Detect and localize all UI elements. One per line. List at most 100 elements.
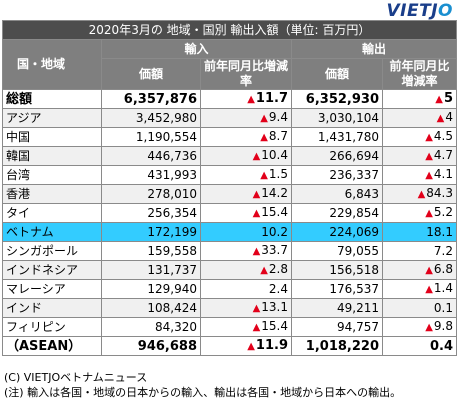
increase-triangle-icon: ▲ bbox=[252, 246, 261, 257]
export-change: ▲5.2 bbox=[382, 203, 457, 223]
import-value: 446,736 bbox=[101, 146, 201, 166]
export-change-text: 9.8 bbox=[433, 319, 453, 333]
increase-triangle-icon: ▲ bbox=[425, 208, 433, 219]
export-value-text: 94,757 bbox=[337, 319, 379, 334]
export-yoy-header: 前年同月比増減率 bbox=[382, 58, 457, 90]
export-change-text: 7.2 bbox=[433, 243, 453, 258]
region-name: 中国 bbox=[2, 127, 102, 147]
import-value-text: 431,993 bbox=[147, 167, 197, 182]
import-value-text: 256,354 bbox=[147, 205, 197, 220]
increase-triangle-icon: ▲ bbox=[425, 284, 433, 295]
region-name: インド bbox=[2, 298, 102, 318]
import-change-text: 2.4 bbox=[268, 281, 288, 296]
export-value-text: 79,055 bbox=[337, 243, 379, 258]
export-value: 79,055 bbox=[291, 241, 383, 261]
export-change: ▲4.5 bbox=[382, 127, 457, 147]
table-row: マレーシア 129,940 2.4 176,537 ▲1.4 bbox=[2, 279, 457, 299]
region-name: アジア bbox=[2, 108, 102, 128]
import-change: ▲11.9 bbox=[200, 336, 292, 356]
increase-triangle-icon: ▲ bbox=[425, 265, 433, 276]
export-value: 94,757 bbox=[291, 317, 383, 337]
import-value-text: 129,940 bbox=[147, 281, 197, 296]
export-change: ▲4.7 bbox=[382, 146, 457, 166]
footnote: (注) 輸入は各国・地域の日本からの輸入、輸出は各国・地域から日本への輸出。 bbox=[4, 386, 402, 399]
region-name: 総額 bbox=[2, 89, 102, 109]
copyright-note: (C) VIETJOベトナムニュース bbox=[4, 371, 148, 384]
export-change: ▲1.4 bbox=[382, 279, 457, 299]
export-change: ▲6.8 bbox=[382, 260, 457, 280]
import-value: 84,320 bbox=[101, 317, 201, 337]
region-name-text: マレーシア bbox=[6, 281, 66, 296]
export-value: 3,030,104 bbox=[291, 108, 383, 128]
import-change: ▲11.7 bbox=[200, 89, 292, 109]
import-change-text: 1.5 bbox=[268, 167, 288, 181]
export-value-text: 229,854 bbox=[329, 205, 379, 220]
export-header: 輸出 bbox=[291, 39, 457, 59]
import-value: 1,190,554 bbox=[101, 127, 201, 147]
export-change: ▲84.3 bbox=[382, 184, 457, 204]
import-value: 3,452,980 bbox=[101, 108, 201, 128]
import-yoy-header: 前年同月比増減率 bbox=[200, 58, 292, 90]
region-name-text: アジア bbox=[6, 110, 42, 125]
import-value-header: 価額 bbox=[101, 58, 201, 90]
export-change: 0.4 bbox=[382, 336, 457, 356]
logo-text: VIETJO bbox=[386, 1, 453, 21]
import-value: 278,010 bbox=[101, 184, 201, 204]
import-change: 2.4 bbox=[200, 279, 292, 299]
region-name: フィリピン bbox=[2, 317, 102, 337]
export-change: 18.1 bbox=[382, 222, 457, 242]
export-change-text: 6.8 bbox=[433, 262, 453, 276]
import-value: 159,558 bbox=[101, 241, 201, 261]
import-change-text: 33.7 bbox=[261, 243, 288, 257]
import-value-text: 108,424 bbox=[147, 300, 197, 315]
export-value: 1,431,780 bbox=[291, 127, 383, 147]
region-name: インドネシア bbox=[2, 260, 102, 280]
import-change-text: 9.4 bbox=[268, 110, 288, 124]
import-value: 108,424 bbox=[101, 298, 201, 318]
export-value-text: 176,537 bbox=[329, 281, 379, 296]
export-value-text: 156,518 bbox=[329, 262, 379, 277]
region-name-text: ベトナム bbox=[6, 224, 54, 239]
export-change-text: 1.4 bbox=[433, 281, 453, 295]
import-change-text: 8.7 bbox=[268, 129, 288, 143]
increase-triangle-icon: ▲ bbox=[252, 322, 261, 333]
import-value-text: 278,010 bbox=[147, 186, 197, 201]
region-name-text: 中国 bbox=[6, 129, 31, 144]
import-change-text: 10.2 bbox=[261, 224, 288, 239]
table-title-row: 2020年3月の 地域・国別 輸出入額（単位: 百万円） bbox=[2, 20, 457, 40]
increase-triangle-icon: ▲ bbox=[252, 151, 261, 162]
import-change-text: 10.4 bbox=[261, 148, 288, 162]
export-value-text: 6,352,930 bbox=[305, 91, 379, 107]
region-header: 国・地域 bbox=[2, 39, 102, 90]
table-row: フィリピン 84,320 ▲15.4 94,757 ▲9.8 bbox=[2, 317, 457, 337]
export-value-text: 1,431,780 bbox=[317, 129, 379, 144]
table-row: （ASEAN） 946,688 ▲11.9 1,018,220 0.4 bbox=[2, 336, 457, 356]
region-name-text: 総額 bbox=[6, 91, 33, 107]
import-change: ▲14.2 bbox=[200, 184, 292, 204]
increase-triangle-icon: ▲ bbox=[425, 170, 433, 181]
export-value-text: 3,030,104 bbox=[317, 110, 379, 125]
export-value: 266,694 bbox=[291, 146, 383, 166]
export-change-text: 5 bbox=[443, 91, 453, 106]
import-change: 10.2 bbox=[200, 222, 292, 242]
import-value-text: 446,736 bbox=[147, 148, 197, 163]
export-value: 176,537 bbox=[291, 279, 383, 299]
increase-triangle-icon: ▲ bbox=[260, 132, 268, 143]
export-change-text: 5.2 bbox=[433, 205, 453, 219]
table-row: 香港 278,010 ▲14.2 6,843 ▲84.3 bbox=[2, 184, 457, 204]
import-change-text: 15.4 bbox=[261, 319, 288, 333]
region-name: タイ bbox=[2, 203, 102, 223]
region-name: （ASEAN） bbox=[2, 336, 102, 356]
region-name: 韓国 bbox=[2, 146, 102, 166]
table-row: 台湾 431,993 ▲1.5 236,337 ▲4.1 bbox=[2, 165, 457, 185]
export-change: ▲9.8 bbox=[382, 317, 457, 337]
import-value-text: 84,320 bbox=[155, 319, 197, 334]
export-value-text: 266,694 bbox=[329, 148, 379, 163]
import-value: 946,688 bbox=[101, 336, 201, 356]
import-value: 131,737 bbox=[101, 260, 201, 280]
increase-triangle-icon: ▲ bbox=[247, 94, 255, 105]
increase-triangle-icon: ▲ bbox=[252, 208, 261, 219]
import-change: ▲9.4 bbox=[200, 108, 292, 128]
region-name-text: シンガポール bbox=[6, 243, 79, 258]
region-name: 台湾 bbox=[2, 165, 102, 185]
